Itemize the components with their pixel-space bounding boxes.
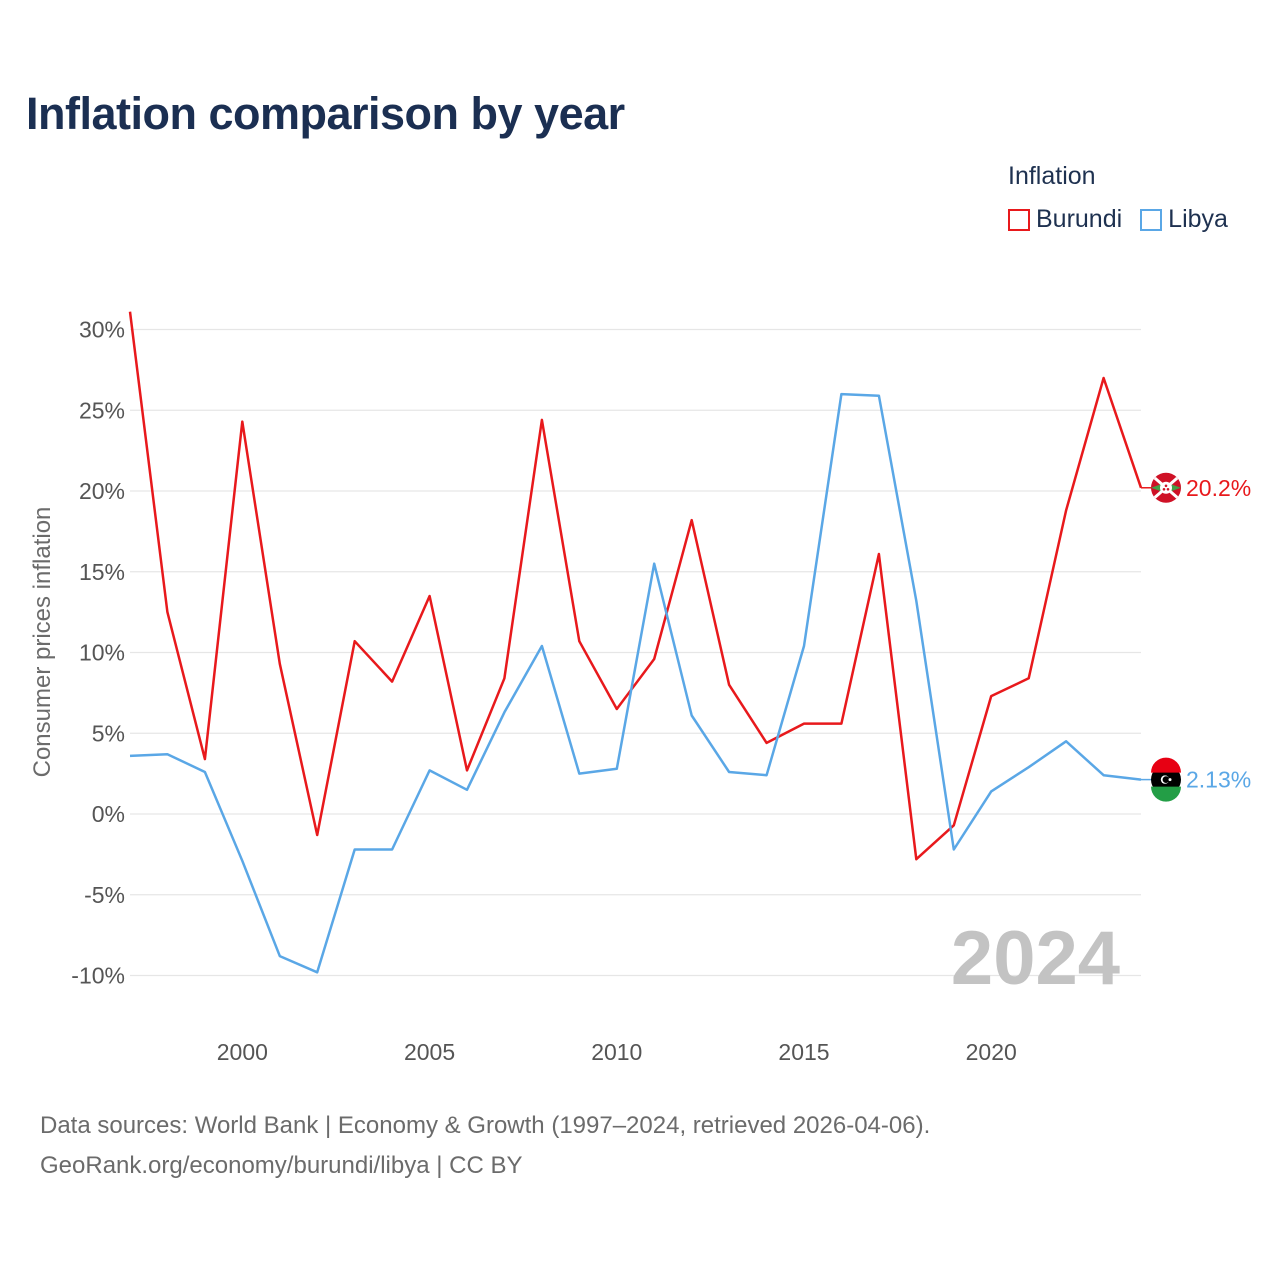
data-point-libya[interactable] (389, 847, 395, 853)
data-point-burundi[interactable] (164, 609, 170, 615)
data-point-burundi[interactable] (352, 638, 358, 644)
data-point-libya[interactable] (689, 712, 695, 718)
y-axis-label: Consumer prices inflation (29, 507, 56, 778)
legend-title: Inflation (1008, 162, 1096, 190)
x-tick-label: 2020 (966, 1039, 1017, 1065)
source-note: Data sources: World Bank | Economy & Gro… (40, 1106, 930, 1186)
chart-title: Inflation comparison by year (26, 88, 625, 139)
data-point-libya[interactable] (1063, 738, 1069, 744)
x-tick-label: 2010 (591, 1039, 642, 1065)
y-tick-label: 15% (79, 559, 125, 585)
data-point-burundi[interactable] (801, 721, 807, 727)
data-point-burundi[interactable] (464, 767, 470, 773)
x-axis-ticks: 2000 2005 2010 2015 2020 (217, 1039, 1017, 1065)
data-point-libya[interactable] (576, 771, 582, 777)
legend-item-libya[interactable]: Libya (1140, 205, 1228, 234)
data-point-libya[interactable] (801, 643, 807, 649)
data-point-burundi[interactable] (202, 756, 208, 762)
data-point-libya[interactable] (464, 787, 470, 793)
data-point-burundi[interactable] (389, 679, 395, 685)
legend-item-burundi[interactable]: Burundi (1008, 205, 1122, 234)
data-point-libya[interactable] (277, 953, 283, 959)
legend: Inflation Burundi Libya (1008, 162, 1228, 234)
y-tick-label: 0% (92, 801, 125, 827)
data-point-libya[interactable] (314, 969, 320, 975)
flag-burundi-icon (1151, 472, 1181, 503)
data-point-libya[interactable] (614, 766, 620, 772)
x-tick-label: 2005 (404, 1039, 455, 1065)
legend-label-burundi: Burundi (1036, 205, 1123, 233)
data-point-libya[interactable] (1026, 764, 1032, 770)
data-point-burundi[interactable] (689, 517, 695, 523)
data-point-libya[interactable] (876, 393, 882, 399)
series-lines (127, 309, 1143, 975)
data-point-libya[interactable] (239, 858, 245, 864)
data-point-burundi[interactable] (576, 638, 582, 644)
data-point-libya[interactable] (539, 643, 545, 649)
data-point-libya[interactable] (726, 769, 732, 775)
source-line-1: Data sources: World Bank | Economy & Gro… (40, 1112, 931, 1139)
data-point-libya[interactable] (651, 561, 657, 567)
data-point-burundi[interactable] (614, 706, 620, 712)
legend-swatch-burundi (1008, 208, 1030, 231)
end-labels: 20.2% 2.13% (1141, 472, 1251, 802)
data-point-burundi[interactable] (427, 593, 433, 599)
data-point-burundi[interactable] (127, 309, 133, 315)
data-point-burundi[interactable] (651, 656, 657, 662)
data-point-libya[interactable] (127, 753, 133, 759)
data-point-libya[interactable] (352, 847, 358, 853)
gridlines (130, 328, 1141, 977)
y-tick-label: -10% (71, 963, 125, 989)
data-point-libya[interactable] (951, 847, 957, 853)
data-point-burundi[interactable] (1026, 675, 1032, 681)
legend-swatch-libya (1140, 208, 1163, 231)
y-tick-label: 25% (79, 397, 125, 423)
y-axis-ticks: -10% -5% 0% 5% 10% 15% 20% 25% 30% (71, 317, 125, 989)
data-point-libya[interactable] (1101, 772, 1107, 778)
data-point-burundi[interactable] (1063, 507, 1069, 513)
data-point-burundi[interactable] (539, 417, 545, 423)
data-point-burundi[interactable] (1101, 375, 1107, 381)
legend-label-libya: Libya (1168, 205, 1228, 233)
y-tick-label: 30% (79, 317, 125, 343)
y-tick-label: -5% (84, 882, 125, 908)
y-tick-label: 20% (79, 478, 125, 504)
data-point-burundi[interactable] (726, 682, 732, 688)
y-tick-label: 5% (92, 720, 125, 746)
end-label-burundi: 20.2% (1186, 475, 1251, 501)
data-point-libya[interactable] (427, 767, 433, 773)
data-point-burundi[interactable] (314, 832, 320, 838)
data-point-burundi[interactable] (277, 661, 283, 667)
y-tick-label: 10% (79, 640, 125, 666)
data-point-libya[interactable] (988, 788, 994, 794)
data-point-libya[interactable] (913, 598, 919, 604)
series-line-libya[interactable] (129, 392, 1142, 974)
data-point-burundi[interactable] (913, 856, 919, 862)
data-point-libya[interactable] (164, 751, 170, 757)
data-point-libya[interactable] (764, 772, 770, 778)
data-point-libya[interactable] (838, 391, 844, 397)
data-point-libya[interactable] (202, 769, 208, 775)
series-line-burundi[interactable] (128, 311, 1143, 861)
source-line-2[interactable]: GeoRank.org/economy/burundi/libya | CC B… (40, 1152, 523, 1179)
x-tick-label: 2000 (217, 1039, 268, 1065)
data-point-burundi[interactable] (764, 740, 770, 746)
flag-libya-icon (1151, 757, 1181, 802)
end-label-libya: 2.13% (1186, 767, 1251, 793)
x-tick-label: 2015 (778, 1039, 829, 1065)
legend-items: Burundi Libya (1008, 205, 1228, 234)
year-watermark: 2024 (951, 916, 1120, 1001)
data-point-burundi[interactable] (988, 693, 994, 699)
data-point-burundi[interactable] (501, 675, 507, 681)
data-point-libya[interactable] (501, 709, 507, 715)
data-point-burundi[interactable] (838, 721, 844, 727)
data-point-burundi[interactable] (239, 419, 245, 425)
data-point-burundi[interactable] (876, 551, 882, 557)
